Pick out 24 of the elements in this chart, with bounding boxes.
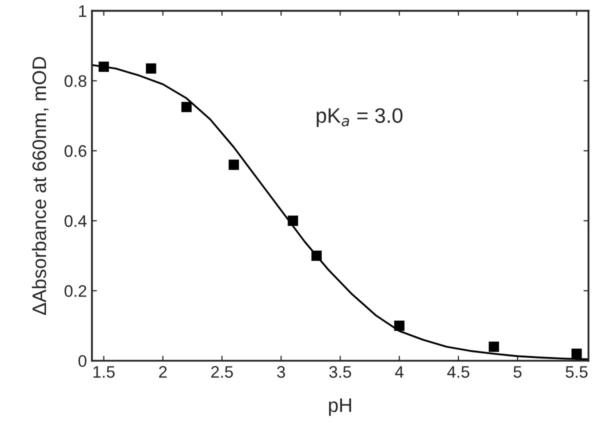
x-tick-label: 3 xyxy=(277,366,286,378)
x-tick-label: 3.5 xyxy=(329,366,352,378)
point xyxy=(394,320,404,331)
y-tick-label: 0.6 xyxy=(64,145,86,157)
y-axis-title: ΔAbsorbance at 660nm, mOD xyxy=(32,56,48,315)
x-tick-label: 5 xyxy=(514,366,522,378)
x-tick-label: 2 xyxy=(159,366,167,378)
y-tick-label: 0 xyxy=(78,355,86,367)
x-tick-label: 4.5 xyxy=(447,366,470,378)
x-tick-label: 5.5 xyxy=(566,366,588,378)
x-axis-title: pH xyxy=(329,398,352,416)
x-tick-label: 4 xyxy=(395,366,404,378)
point xyxy=(488,342,500,352)
y-tick-label: 0.4 xyxy=(64,215,87,227)
y-tick-label: 0.8 xyxy=(64,75,86,87)
x-tick-label: 1.5 xyxy=(93,366,115,378)
y-tick-label: 1 xyxy=(79,5,86,17)
y-tick-label: 0.2 xyxy=(64,285,86,297)
point xyxy=(572,348,582,359)
point xyxy=(181,102,192,112)
point xyxy=(146,63,156,74)
annotation: pK$_{a}$ = 3.0 xyxy=(316,108,402,128)
x-tick-label: 2.5 xyxy=(211,366,233,378)
point xyxy=(228,160,239,170)
